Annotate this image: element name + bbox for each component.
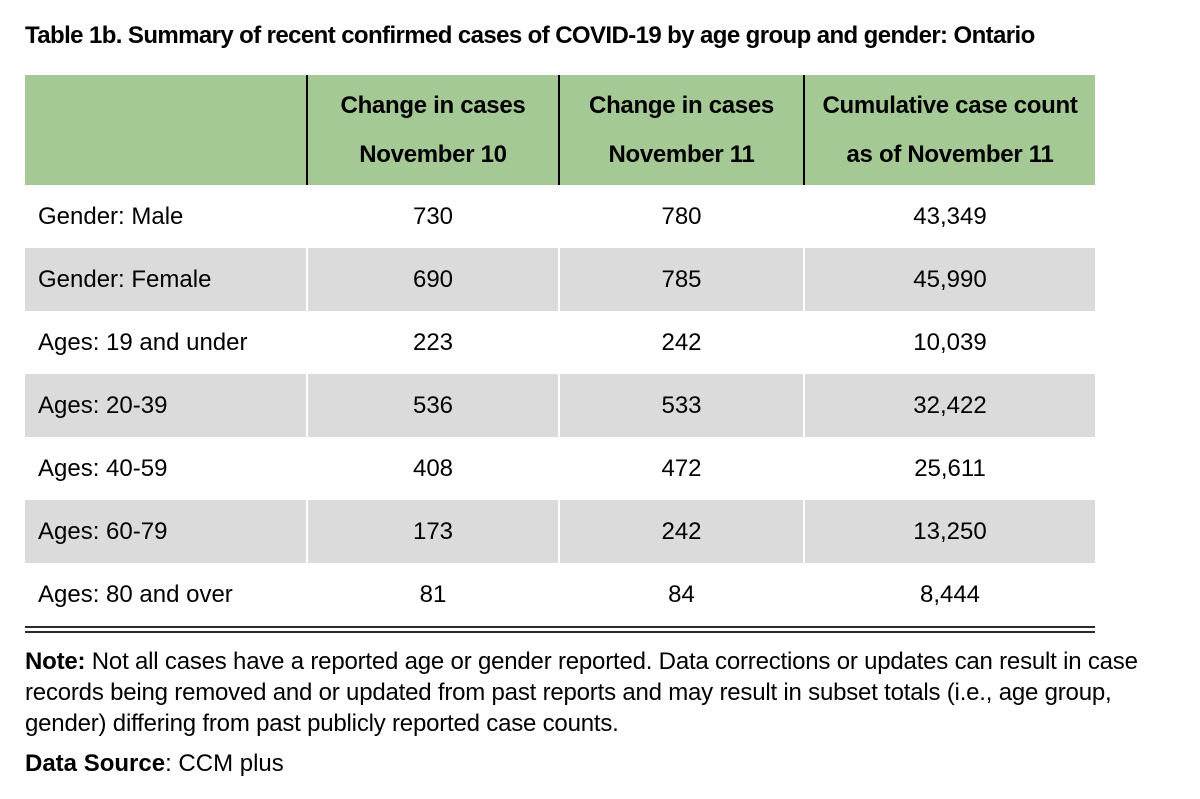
data-source-value: : CCM plus xyxy=(165,750,284,777)
note-body: Not all cases have a reported age or gen… xyxy=(25,648,1138,737)
row-value-cumulative: 32,422 xyxy=(803,374,1095,437)
row-value-cumulative: 10,039 xyxy=(803,311,1095,374)
table-row-ages-40-59: Ages: 40-59 408 472 25,611 xyxy=(25,437,1095,500)
row-value-nov10: 690 xyxy=(306,248,558,311)
row-label: Ages: 20-39 xyxy=(38,391,168,419)
row-label: Gender: Female xyxy=(38,265,212,293)
data-source: Data Source: CCM plus xyxy=(25,750,1175,778)
row-value-nov10: 536 xyxy=(306,374,558,437)
row-value-cumulative: 25,611 xyxy=(803,437,1095,500)
row-value-nov10: 223 xyxy=(306,311,558,374)
row-value-nov11: 242 xyxy=(558,500,803,563)
row-value-nov11: 780 xyxy=(558,185,803,248)
table-row-ages-19-under: Ages: 19 and under 223 242 10,039 xyxy=(25,311,1095,374)
header-cell-cumulative: Cumulative case count as of November 11 xyxy=(803,75,1095,185)
row-label: Gender: Male xyxy=(38,202,184,230)
header-cell-change-nov11: Change in cases November 11 xyxy=(558,75,803,185)
row-label: Ages: 19 and under xyxy=(38,328,248,356)
row-value-nov11: 472 xyxy=(558,437,803,500)
row-value-cumulative: 13,250 xyxy=(803,500,1095,563)
table-row-gender-male: Gender: Male 730 780 43,349 xyxy=(25,185,1095,248)
row-label: Ages: 80 and over xyxy=(38,580,233,608)
table-header-row: Change in cases November 10 Change in ca… xyxy=(25,75,1095,185)
row-value-nov10: 173 xyxy=(306,500,558,563)
row-value-nov11: 785 xyxy=(558,248,803,311)
table-bottom-rule xyxy=(25,626,1095,633)
note-text: Note: Not all cases have a reported age … xyxy=(25,646,1155,739)
table-row-ages-20-39: Ages: 20-39 536 533 32,422 xyxy=(25,374,1095,437)
header-line-1: Change in cases xyxy=(589,91,774,119)
table-row-gender-female: Gender: Female 690 785 45,990 xyxy=(25,248,1095,311)
note-label: Note: xyxy=(25,648,86,675)
header-line-1: Change in cases xyxy=(340,91,526,119)
table-title: Table 1b. Summary of recent confirmed ca… xyxy=(25,22,1035,49)
row-value-cumulative: 45,990 xyxy=(803,248,1095,311)
header-line-2: November 11 xyxy=(608,140,755,168)
row-value-nov10: 730 xyxy=(306,185,558,248)
row-label: Ages: 40-59 xyxy=(38,454,168,482)
header-line-2: November 10 xyxy=(359,140,507,168)
row-value-cumulative: 43,349 xyxy=(803,185,1095,248)
covid-summary-table: Change in cases November 10 Change in ca… xyxy=(25,75,1095,633)
row-value-nov10: 81 xyxy=(306,563,558,626)
header-line-1: Cumulative case count xyxy=(822,91,1078,119)
table-row-ages-60-79: Ages: 60-79 173 242 13,250 xyxy=(25,500,1095,563)
report-page: Table 1b. Summary of recent confirmed ca… xyxy=(25,22,1175,778)
header-cell-change-nov10: Change in cases November 10 xyxy=(306,75,558,185)
row-value-nov11: 533 xyxy=(558,374,803,437)
row-value-cumulative: 8,444 xyxy=(803,563,1095,626)
row-value-nov10: 408 xyxy=(306,437,558,500)
row-value-nov11: 242 xyxy=(558,311,803,374)
data-source-label: Data Source xyxy=(25,750,166,777)
table-row-ages-80-over: Ages: 80 and over 81 84 8,444 xyxy=(25,563,1095,626)
header-cell-empty xyxy=(25,75,306,185)
row-value-nov11: 84 xyxy=(558,563,803,626)
row-label: Ages: 60-79 xyxy=(38,517,168,545)
header-line-2: as of November 11 xyxy=(846,140,1054,168)
